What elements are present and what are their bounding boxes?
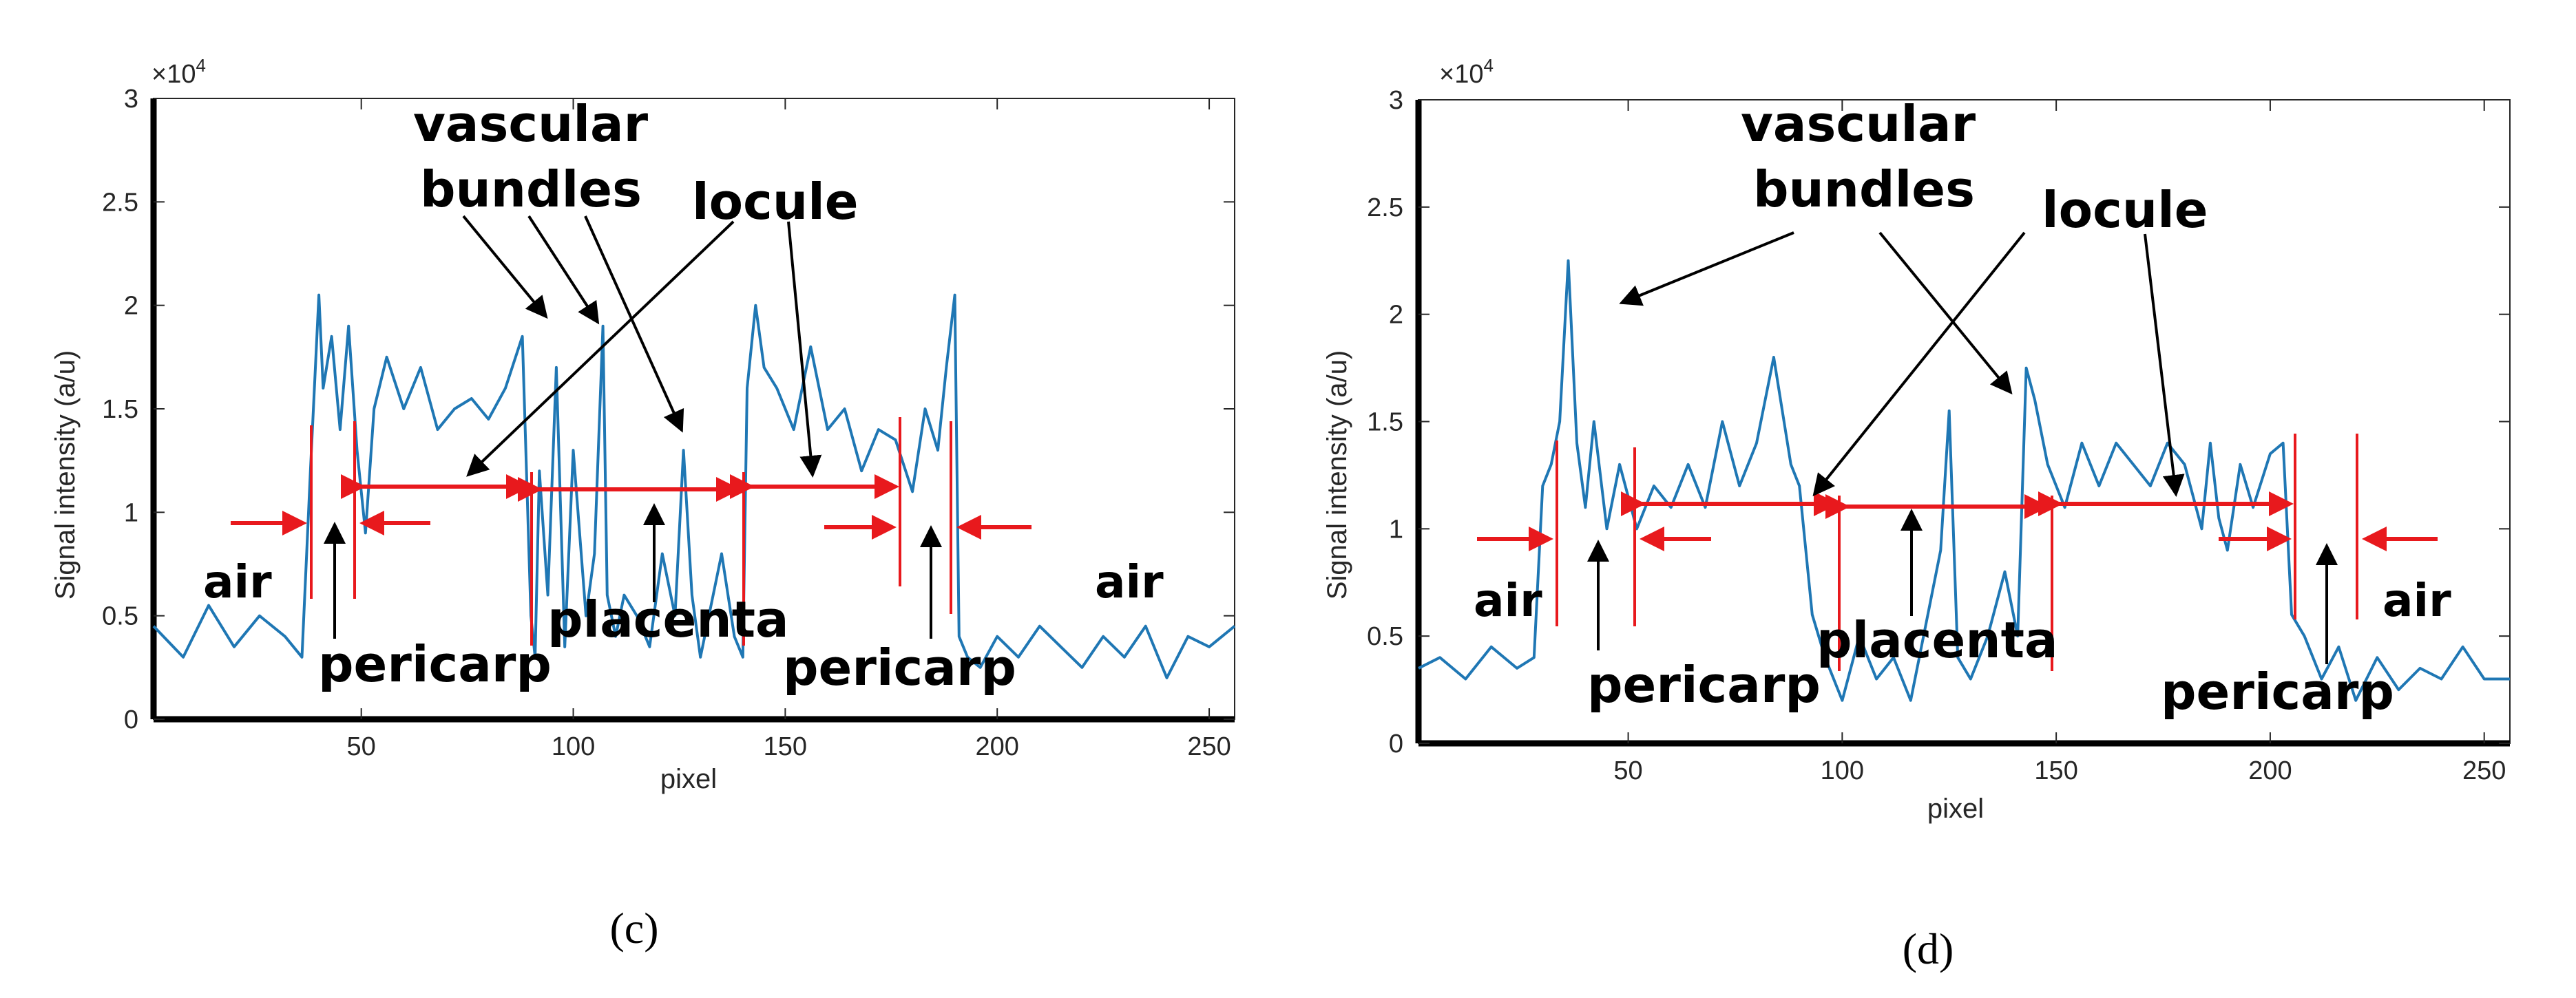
y-tick-label: 3 (124, 85, 138, 114)
air-label-left: air (203, 555, 272, 608)
annotation-arrows (1587, 231, 2338, 664)
bundles-label: bundles (420, 160, 642, 218)
annotation-arrows (324, 215, 942, 639)
placenta-label: placenta (547, 591, 789, 648)
arrow-vascular-1 (1619, 231, 1794, 306)
x-tick-label: 100 (552, 732, 595, 761)
x-tick-label: 150 (2034, 756, 2077, 785)
x-tick-label: 100 (1821, 756, 1864, 785)
panel-label-d: (d) (1903, 924, 1954, 973)
y-tick-label: 2 (124, 292, 138, 321)
arrow-vascular-2 (527, 215, 600, 325)
region-boundaries (1556, 434, 2358, 671)
locule-label: locule (692, 173, 859, 231)
y-axis-label: Signal intensity (a/u) (50, 350, 81, 599)
pericarp-label-left: pericarp (1587, 656, 1821, 714)
y-tick-label: 0.5 (102, 602, 138, 631)
x-tick-label: 250 (1187, 732, 1231, 761)
y-tick-label: 0 (124, 705, 138, 734)
arrow-locule-1 (1812, 231, 2026, 497)
placenta-label: placenta (1816, 611, 2058, 669)
panel-c: 50 100 150 200 250 0 0.5 1 1.5 2 2.5 3 ×104 pixel S… (50, 55, 1236, 953)
y-tick-label: 2.5 (102, 188, 138, 217)
arrow-vascular-1 (462, 215, 548, 319)
y-tick-label: 0 (1389, 730, 1403, 758)
air-label-left: air (1474, 574, 1542, 627)
pericarp-label-right: pericarp (783, 639, 1016, 697)
air-label-right: air (2383, 574, 2451, 627)
y-exponent: ×104 (151, 55, 206, 89)
axes: 50 100 150 200 250 0 0.5 1 1.5 2 2.5 3 (102, 85, 1235, 761)
arrow-vascular-2 (1878, 231, 2013, 395)
y-tick-label: 1 (1389, 515, 1403, 544)
x-axis-label: pixel (660, 764, 717, 794)
x-tick-label: 50 (1613, 756, 1642, 785)
pericarp-label-left: pericarp (318, 635, 552, 693)
x-tick-label: 200 (976, 732, 1019, 761)
y-tick-label: 1.5 (102, 395, 138, 424)
y-tick-label: 0.5 (1367, 622, 1403, 651)
y-axis-label: Signal intensity (a/u) (1322, 350, 1352, 599)
locule-label: locule (2042, 181, 2208, 239)
vascular-label: vascular (413, 95, 649, 153)
vascular-label: vascular (1741, 95, 1976, 153)
y-tick-label: 1.5 (1367, 408, 1403, 437)
y-exponent: ×104 (1439, 55, 1494, 89)
series-line (152, 293, 1236, 679)
arrow-locule-1 (466, 220, 735, 477)
data-series (152, 293, 1236, 679)
air-label-right: air (1095, 555, 1164, 608)
region-arrows (231, 474, 1032, 540)
y-tick-label: 2.5 (1367, 193, 1403, 222)
axes: 50 100 150 200 250 0 0.5 1 1.5 2 2.5 3 (1367, 86, 2511, 785)
y-tick-label: 1 (124, 498, 138, 527)
panel-d: 50 100 150 200 250 0 0.5 1 1.5 2 2.5 3 ×104 pixel S… (1322, 55, 2511, 973)
region-arrows (1477, 491, 2438, 551)
x-tick-label: 200 (2248, 756, 2292, 785)
arrow-locule-2 (787, 221, 822, 478)
x-axis-label: pixel (1927, 794, 1984, 824)
data-series (1418, 259, 2510, 702)
y-tick-label: 3 (1389, 86, 1403, 115)
y-tick-label: 2 (1389, 301, 1403, 330)
series-line (1418, 259, 2510, 702)
x-tick-label: 150 (764, 732, 807, 761)
panel-label-c: (c) (609, 904, 658, 953)
x-tick-label: 50 (347, 732, 376, 761)
bundles-label: bundles (1753, 160, 1975, 218)
x-tick-label: 250 (2462, 756, 2506, 785)
arrow-locule-2 (2144, 233, 2185, 497)
arrow-vascular-3 (584, 215, 684, 433)
pericarp-label-right: pericarp (2161, 663, 2394, 721)
